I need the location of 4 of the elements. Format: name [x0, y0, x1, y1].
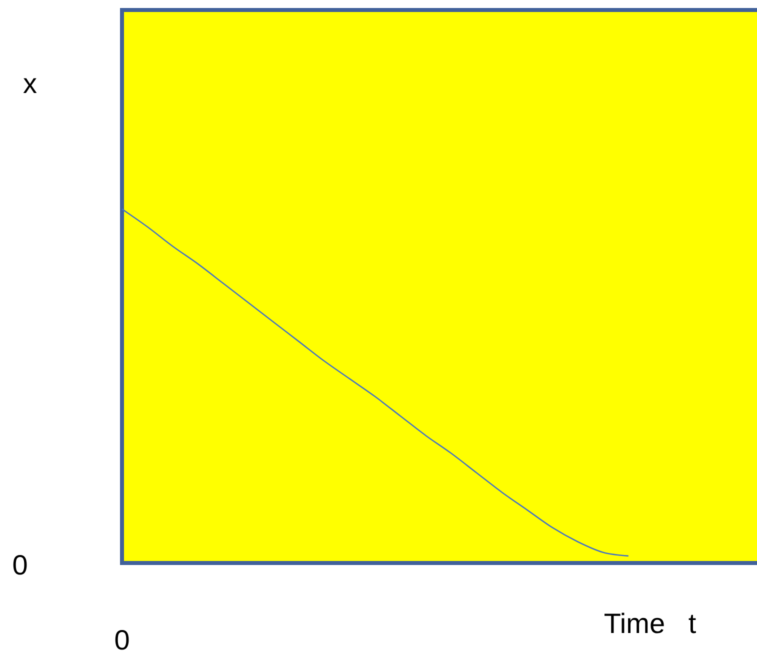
- text: 0: [12, 549, 28, 580]
- text: 0: [114, 624, 130, 656]
- y-axis-title: x: [23, 68, 37, 99]
- x-axis-title: Time t: [604, 608, 696, 639]
